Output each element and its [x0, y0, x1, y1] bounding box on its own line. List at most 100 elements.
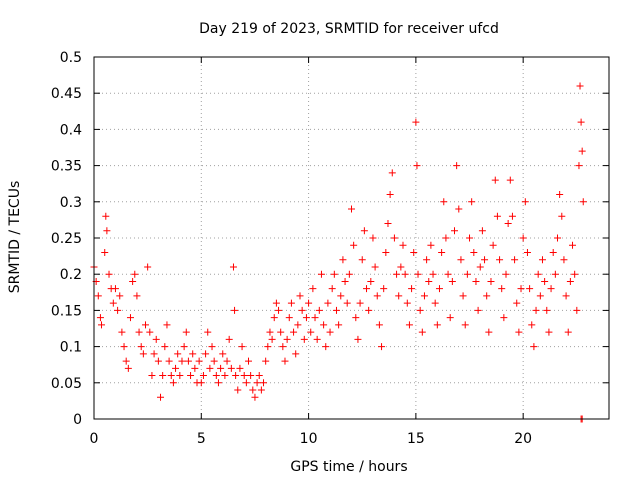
- data-point: [238, 343, 246, 351]
- data-point: [412, 118, 420, 126]
- data-point: [388, 169, 396, 177]
- data-point: [504, 220, 512, 228]
- y-tick-label: 0.05: [51, 376, 82, 392]
- data-point: [461, 321, 469, 329]
- data-point: [163, 321, 171, 329]
- data-point: [528, 321, 536, 329]
- data-point: [315, 306, 323, 314]
- data-point: [487, 277, 495, 285]
- data-point: [390, 234, 398, 242]
- data-point: [358, 256, 366, 264]
- data-point: [420, 292, 428, 300]
- data-point: [442, 234, 450, 242]
- data-point: [380, 285, 388, 293]
- data-point: [348, 205, 355, 213]
- data-point: [240, 372, 248, 380]
- data-point: [98, 321, 106, 329]
- data-point: [498, 285, 506, 293]
- data-point: [135, 328, 143, 336]
- data-point: [410, 248, 418, 256]
- data-point: [521, 198, 529, 206]
- data-point: [131, 270, 139, 278]
- data-point: [122, 357, 130, 365]
- data-point: [577, 118, 585, 126]
- data-point: [262, 357, 270, 365]
- data-point: [578, 147, 586, 155]
- data-point: [472, 277, 480, 285]
- data-point: [150, 350, 158, 358]
- data-point: [285, 314, 293, 322]
- data-point: [395, 292, 403, 300]
- data-point: [232, 372, 240, 380]
- data-point: [307, 328, 315, 336]
- data-point: [137, 343, 145, 351]
- data-point: [302, 314, 310, 322]
- data-point: [317, 270, 325, 278]
- data-point: [483, 292, 491, 300]
- data-point: [515, 328, 523, 336]
- plot-frame: [93, 56, 610, 420]
- data-point: [253, 379, 261, 387]
- data-point: [423, 256, 431, 264]
- data-point: [236, 364, 244, 372]
- data-point: [446, 314, 454, 322]
- data-point: [208, 343, 216, 351]
- data-point: [354, 335, 362, 343]
- data-point: [453, 162, 461, 170]
- data-point: [551, 270, 559, 278]
- data-point: [257, 386, 265, 394]
- data-point: [425, 277, 433, 285]
- data-point: [543, 306, 551, 314]
- data-point: [146, 328, 154, 336]
- y-tick-label: 0.3: [60, 195, 82, 211]
- data-point: [371, 263, 379, 271]
- data-point: [264, 343, 272, 351]
- y-tick-label: 0.15: [51, 303, 82, 319]
- data-point: [459, 292, 467, 300]
- data-point: [356, 299, 364, 307]
- data-point: [541, 277, 549, 285]
- data-point: [375, 321, 383, 329]
- data-point: [451, 227, 458, 235]
- data-point: [154, 357, 162, 365]
- data-point: [513, 299, 521, 307]
- data-point: [202, 350, 210, 358]
- data-point: [339, 256, 347, 264]
- ticks: 0 0.05 0.1 0.15 0.2 0.25 0.3 0.35 0.4 0.45 0.5 0 5 10…: [51, 50, 609, 447]
- data-point: [564, 328, 572, 336]
- data-point: [493, 212, 501, 220]
- data-point: [294, 321, 302, 329]
- data-point: [189, 350, 197, 358]
- data-point: [536, 292, 544, 300]
- data-point: [476, 263, 484, 271]
- data-point: [210, 357, 218, 365]
- data-point: [102, 212, 110, 220]
- data-point: [508, 212, 516, 220]
- data-point: [144, 263, 152, 271]
- data-point: [279, 343, 287, 351]
- y-tick-label: 0.25: [51, 231, 82, 247]
- data-point: [365, 306, 373, 314]
- data-point: [169, 379, 177, 387]
- data-point: [296, 292, 304, 300]
- chart-title: Day 219 of 2023, SRMTID for receiver ufc…: [199, 21, 499, 37]
- data-point: [523, 248, 531, 256]
- data-point: [223, 357, 231, 365]
- data-point: [511, 256, 519, 264]
- data-point: [335, 321, 343, 329]
- data-point: [212, 372, 220, 380]
- data-point: [496, 256, 504, 264]
- data-point: [133, 292, 141, 300]
- data-point: [393, 270, 401, 278]
- data-point: [266, 328, 274, 336]
- data-point: [399, 241, 407, 249]
- data-point: [416, 306, 424, 314]
- data-point: [562, 292, 570, 300]
- data-point: [105, 270, 113, 278]
- data-point: [438, 248, 446, 256]
- data-point: [367, 277, 375, 285]
- data-point: [305, 299, 313, 307]
- data-point: [214, 379, 222, 387]
- data-point: [292, 350, 300, 358]
- data-point: [547, 285, 555, 293]
